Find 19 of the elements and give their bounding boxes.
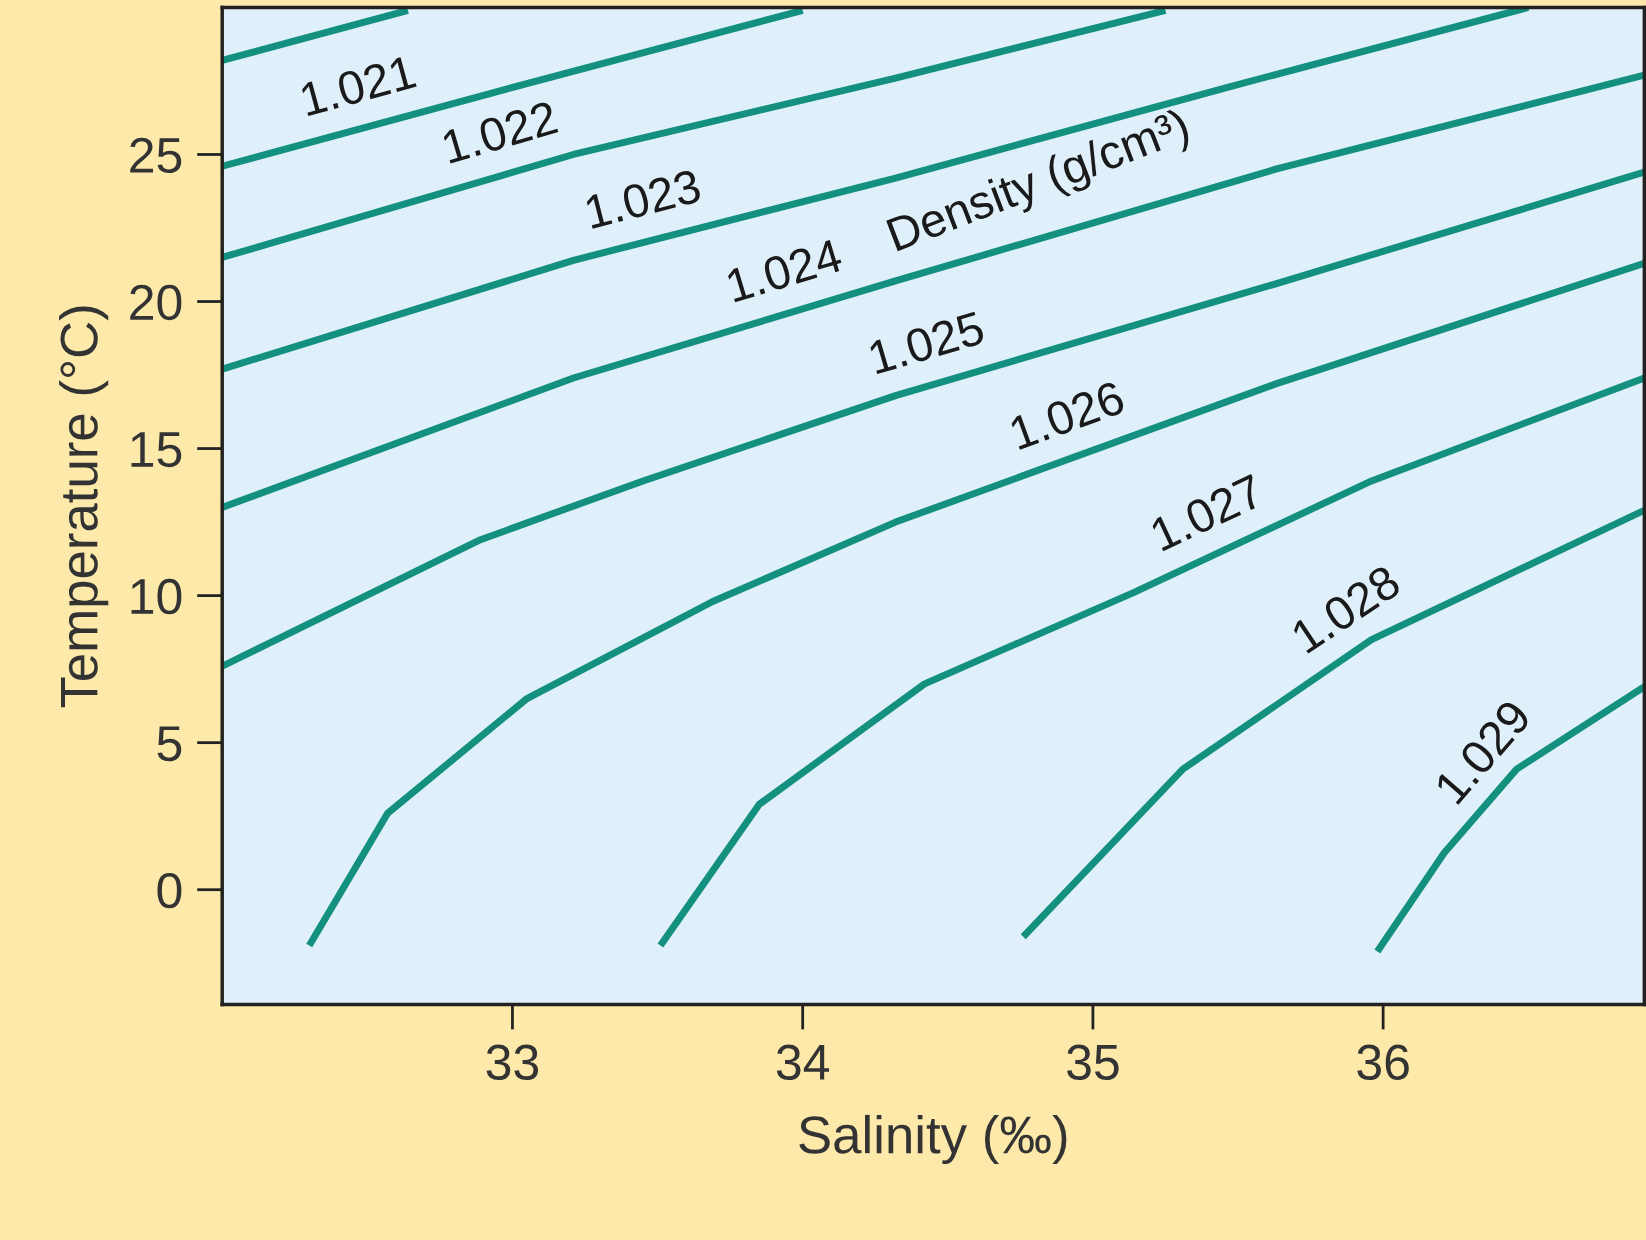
x-tick-label: 35 xyxy=(1067,1044,1119,1081)
text: 1.025 xyxy=(867,310,986,375)
y-tick-label: 15 xyxy=(131,432,182,468)
y-tick-label: 25 xyxy=(130,137,182,174)
y-tick-label: 20 xyxy=(130,284,182,321)
text: 1.022 xyxy=(441,100,559,165)
y-tick-label: 0 xyxy=(157,872,182,909)
x-tick-label: 33 xyxy=(486,1044,539,1081)
text: 1.021 xyxy=(299,54,417,117)
y-tick-label: 10 xyxy=(131,578,182,615)
x-tick-label: 36 xyxy=(1357,1044,1409,1081)
text: 1.027 xyxy=(1149,473,1266,552)
text: 1.026 xyxy=(1008,380,1126,451)
x-axis-title: Salinity (‰) xyxy=(799,1114,1067,1165)
text: 1.023 xyxy=(584,168,702,230)
x-tick-label: 34 xyxy=(776,1044,830,1081)
y-tick-label: 5 xyxy=(157,726,182,762)
text: 1.024 xyxy=(725,238,844,303)
y-axis-title: Temperature (°C) xyxy=(59,306,109,708)
